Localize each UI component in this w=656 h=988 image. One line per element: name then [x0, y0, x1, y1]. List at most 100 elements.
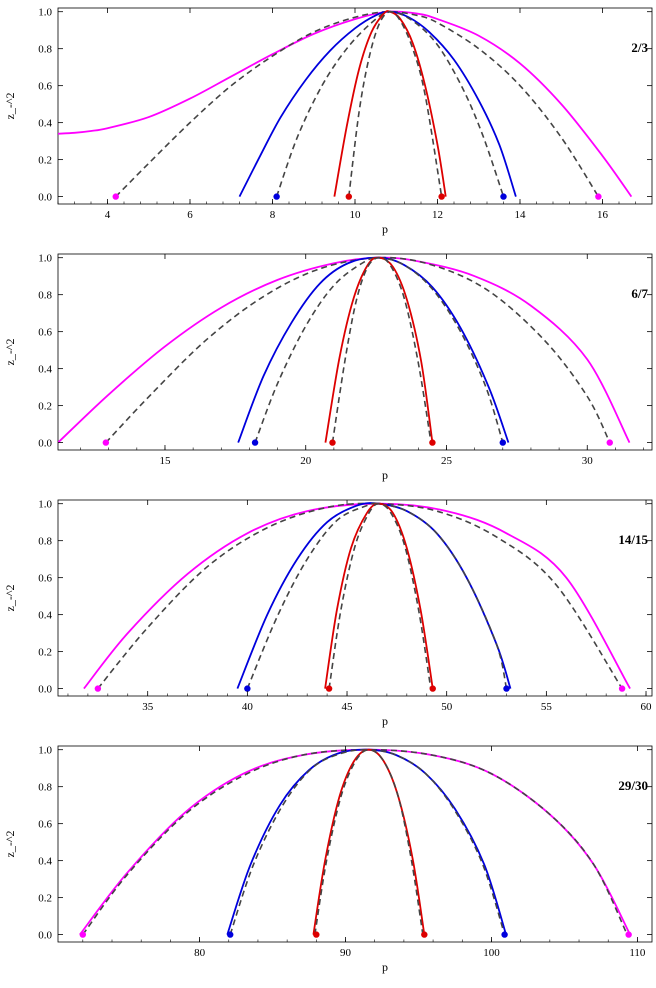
y-tick-label: 0.4	[38, 856, 52, 868]
series-line-2	[105, 256, 611, 444]
x-axis-label: p	[382, 468, 388, 482]
series-line-3	[236, 502, 512, 689]
endpoint-marker-6	[429, 439, 436, 446]
x-tick-label: 90	[340, 947, 352, 959]
y-tick-label: 0.8	[38, 536, 52, 548]
x-tick-label: 6	[187, 209, 193, 221]
y-tick-label: 0.4	[38, 364, 52, 376]
series-line-4	[229, 748, 506, 935]
y-tick-label: 0.8	[38, 290, 52, 302]
y-tick-label: 0.2	[38, 647, 52, 659]
y-axis-label: z_-^2	[3, 339, 17, 366]
chart-panel-2: 15 20 25 30 0.0 0.2 0.4 0.6 0.8 1.0 p z_-^2 6/7	[3, 253, 653, 482]
series-line-2	[82, 748, 628, 936]
chart-panel-4: 80 90 100 110 0.0 0.2 0.4 0.6 0.8 1.0 p z_-^2 29…	[3, 745, 653, 974]
x-tick-label: 50	[441, 701, 453, 713]
endpoint-marker-5	[325, 685, 333, 692]
panel-label: 6/7	[631, 286, 648, 301]
endpoint-marker-4	[501, 931, 508, 938]
x-tick-label: 25	[441, 455, 453, 467]
y-tick-label: 0.6	[38, 81, 52, 93]
endpoint-marker-2	[618, 685, 626, 692]
x-tick-label: 8	[270, 209, 276, 221]
x-tick-label: 60	[641, 701, 653, 713]
y-tick-label: 0.2	[38, 155, 52, 167]
series-line-6	[331, 256, 432, 443]
endpoint-marker-5	[345, 193, 353, 200]
series-line-5	[333, 10, 447, 197]
panel-label: 29/30	[618, 778, 648, 793]
endpoint-marker-6	[429, 685, 436, 692]
marker-layer	[94, 685, 626, 692]
x-axis-ticks: 4 6 8 10 12 14 16	[57, 8, 636, 221]
y-axis-ticks: 0.0 0.2 0.4 0.6 0.8 1.0	[38, 7, 652, 204]
y-tick-label: 0.6	[38, 819, 52, 831]
plot-frame	[57, 499, 653, 697]
endpoint-marker-2	[625, 931, 632, 938]
series-layer	[79, 748, 631, 936]
y-tick-label: 1.0	[38, 7, 52, 19]
x-axis-label: p	[382, 222, 388, 236]
endpoint-marker-6	[421, 931, 428, 938]
y-axis-label: z_-^2	[3, 831, 17, 858]
series-line-3	[237, 256, 510, 443]
series-line-3	[226, 748, 507, 935]
endpoint-marker-4	[503, 685, 510, 692]
series-line-5	[312, 748, 426, 935]
x-tick-label: 15	[159, 455, 171, 467]
endpoint-marker-1	[112, 193, 119, 200]
y-tick-label: 0.4	[38, 610, 52, 622]
y-axis-ticks: 0.0 0.2 0.4 0.6 0.8 1.0	[38, 745, 652, 942]
series-line-1	[79, 748, 631, 936]
x-tick-label: 30	[582, 455, 594, 467]
series-line-4	[254, 256, 504, 443]
x-tick-label: 40	[242, 701, 254, 713]
series-line-4	[246, 502, 508, 689]
series-line-2	[97, 502, 623, 690]
plot-frame	[57, 253, 653, 451]
x-axis-ticks: 80 90 100 110	[82, 746, 646, 959]
y-tick-label: 0.2	[38, 401, 52, 413]
x-axis-label: p	[382, 960, 388, 974]
y-axis-ticks: 0.0 0.2 0.4 0.6 0.8 1.0	[38, 253, 652, 450]
series-line-1	[83, 502, 631, 690]
y-tick-label: 1.0	[38, 253, 52, 265]
series-line-3	[238, 10, 517, 198]
marker-layer	[102, 439, 613, 446]
endpoint-marker-1	[79, 931, 87, 938]
panel-label: 14/15	[618, 532, 648, 547]
endpoint-marker-4	[500, 193, 507, 200]
series-line-6	[314, 748, 424, 935]
x-tick-label: 45	[342, 701, 354, 713]
y-axis-ticks: 0.0 0.2 0.4 0.6 0.8 1.0	[38, 499, 652, 696]
series-line-5	[324, 502, 434, 689]
y-tick-label: 0.0	[38, 438, 52, 450]
series-line-6	[328, 502, 432, 689]
endpoint-marker-3	[244, 685, 251, 692]
endpoint-marker-5	[313, 931, 320, 938]
series-layer	[83, 502, 631, 690]
chart-panel-3: 35 40 45 50 55 60 0.00.20.40.60.81.0 p z_-^2 …	[3, 499, 653, 728]
endpoint-marker-2	[606, 439, 613, 446]
series-line-5	[324, 256, 434, 443]
x-tick-label: 16	[597, 209, 609, 221]
y-tick-label: 0.6	[38, 573, 52, 585]
x-tick-label: 20	[300, 455, 312, 467]
x-tick-label: 12	[432, 209, 443, 221]
y-axis-label: z_-^2	[3, 93, 17, 120]
series-line-6	[348, 10, 443, 197]
series-line-1	[58, 10, 633, 198]
x-tick-label: 10	[350, 209, 362, 221]
chart-panel-1: 4 6 8 10 12 14 16 0.0 0.2 0.4 0.6 0.8 1.0 p z_-^2 2…	[3, 7, 653, 236]
y-tick-label: 0.6	[38, 327, 52, 339]
endpoint-marker-2	[595, 193, 602, 200]
endpoint-marker-5	[329, 439, 336, 446]
series-line-1	[58, 256, 631, 444]
x-tick-label: 110	[629, 947, 646, 959]
marker-layer	[112, 193, 602, 200]
y-tick-label: 0.0	[38, 192, 52, 204]
x-tick-label: 80	[194, 947, 206, 959]
series-layer	[58, 256, 631, 444]
x-tick-label: 55	[541, 701, 553, 713]
y-tick-label: 0.0	[38, 930, 52, 942]
